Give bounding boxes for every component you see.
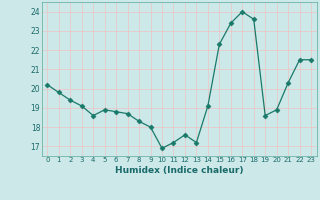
- X-axis label: Humidex (Indice chaleur): Humidex (Indice chaleur): [115, 166, 244, 175]
